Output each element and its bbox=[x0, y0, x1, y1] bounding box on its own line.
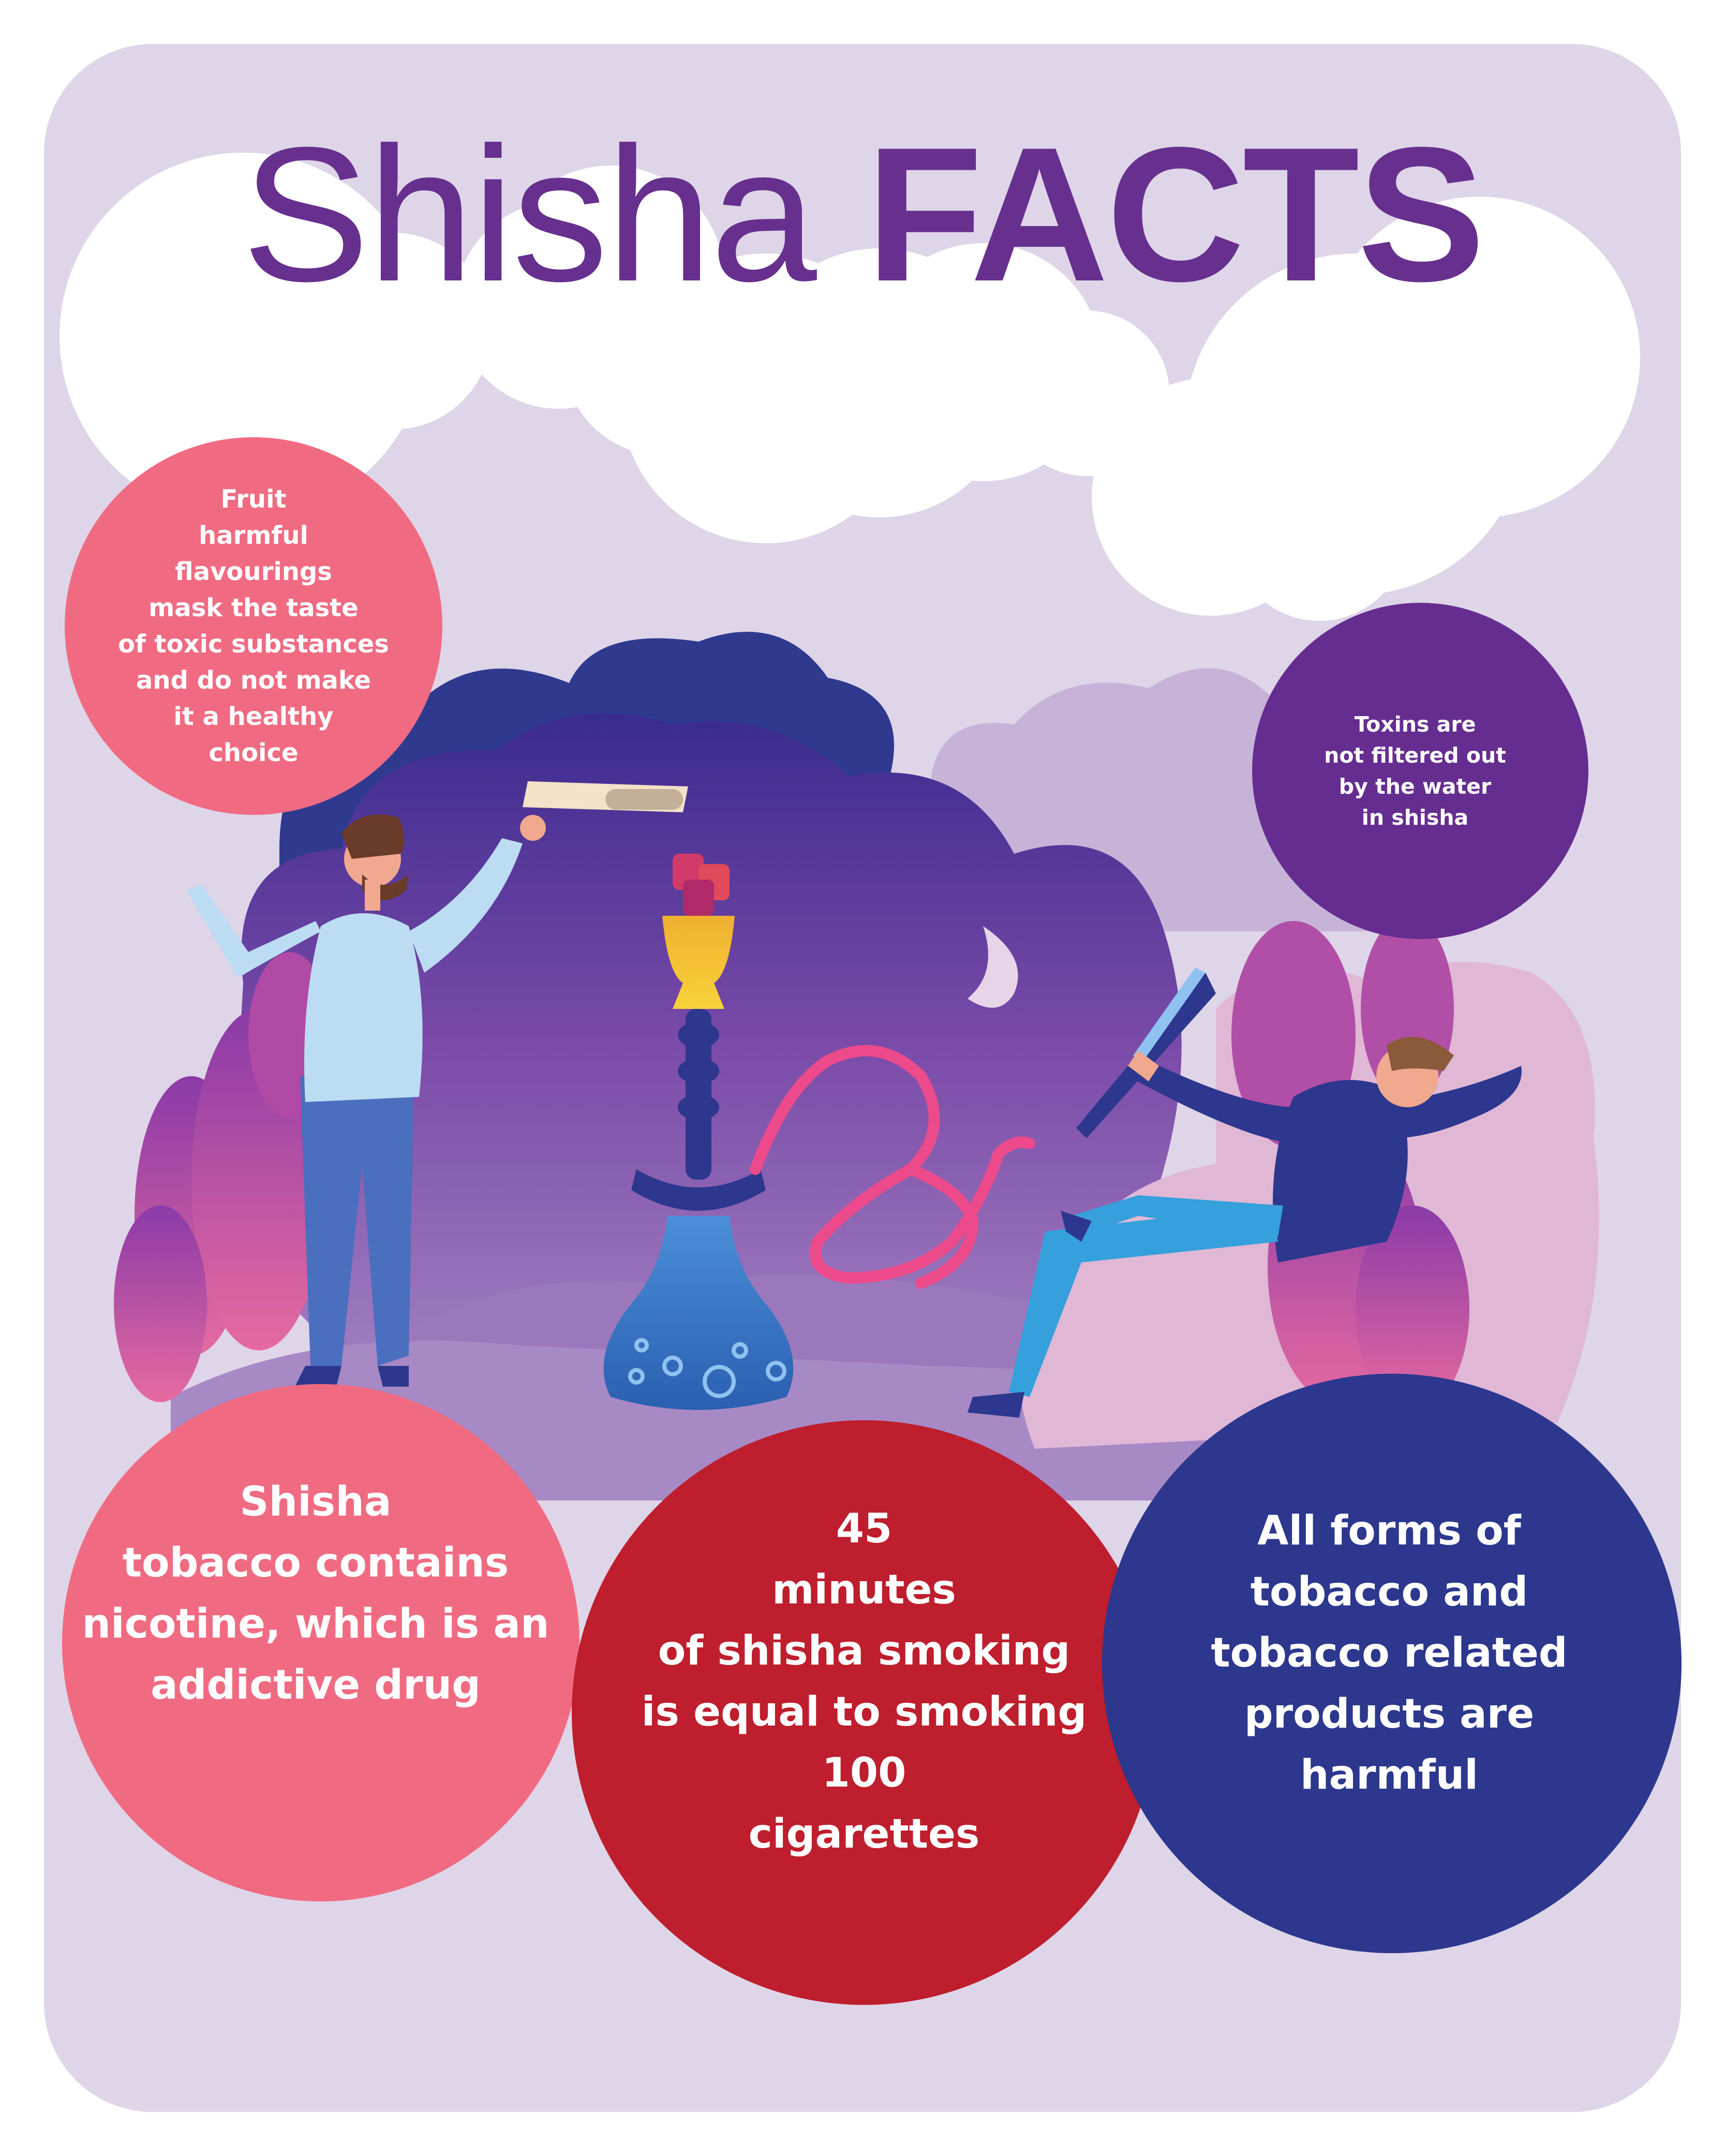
tobacco-forms-fact-text: All forms of tobacco and tobacco related… bbox=[1211, 1508, 1568, 1798]
forms-fact-circle bbox=[1102, 1374, 1682, 1953]
nicotine-fact-text: Shisha tobacco contains nicotine, which … bbox=[82, 1479, 549, 1708]
nicotine-fact-circle bbox=[62, 1384, 579, 1901]
toxins-fact-text: Toxins are not filtered out by the water… bbox=[1324, 712, 1506, 830]
cloud-group-left bbox=[60, 153, 724, 520]
hookah-illustration bbox=[603, 854, 1035, 1410]
title-word-facts: FACTS bbox=[866, 108, 1485, 321]
man-reclining-illustration bbox=[968, 968, 1522, 1418]
title-word-shisha: Shisha bbox=[242, 108, 817, 321]
moon-icon bbox=[968, 926, 1018, 1008]
cloud-group-center bbox=[564, 243, 1169, 543]
minutes-fact-circle bbox=[572, 1420, 1156, 2005]
poster-title: Shisha FACTS bbox=[0, 119, 1725, 310]
fruit-fact-circle bbox=[65, 437, 442, 815]
toxins-fact-circle bbox=[1252, 603, 1588, 939]
minutes-fact-text: 45 minutes of shisha smoking is equal to… bbox=[641, 1506, 1087, 1857]
man-standing-illustration bbox=[186, 781, 688, 1387]
fruit-fact-text: Fruit harmful flavourings mask the taste… bbox=[118, 485, 389, 767]
cloud-group-right bbox=[1092, 197, 1640, 621]
